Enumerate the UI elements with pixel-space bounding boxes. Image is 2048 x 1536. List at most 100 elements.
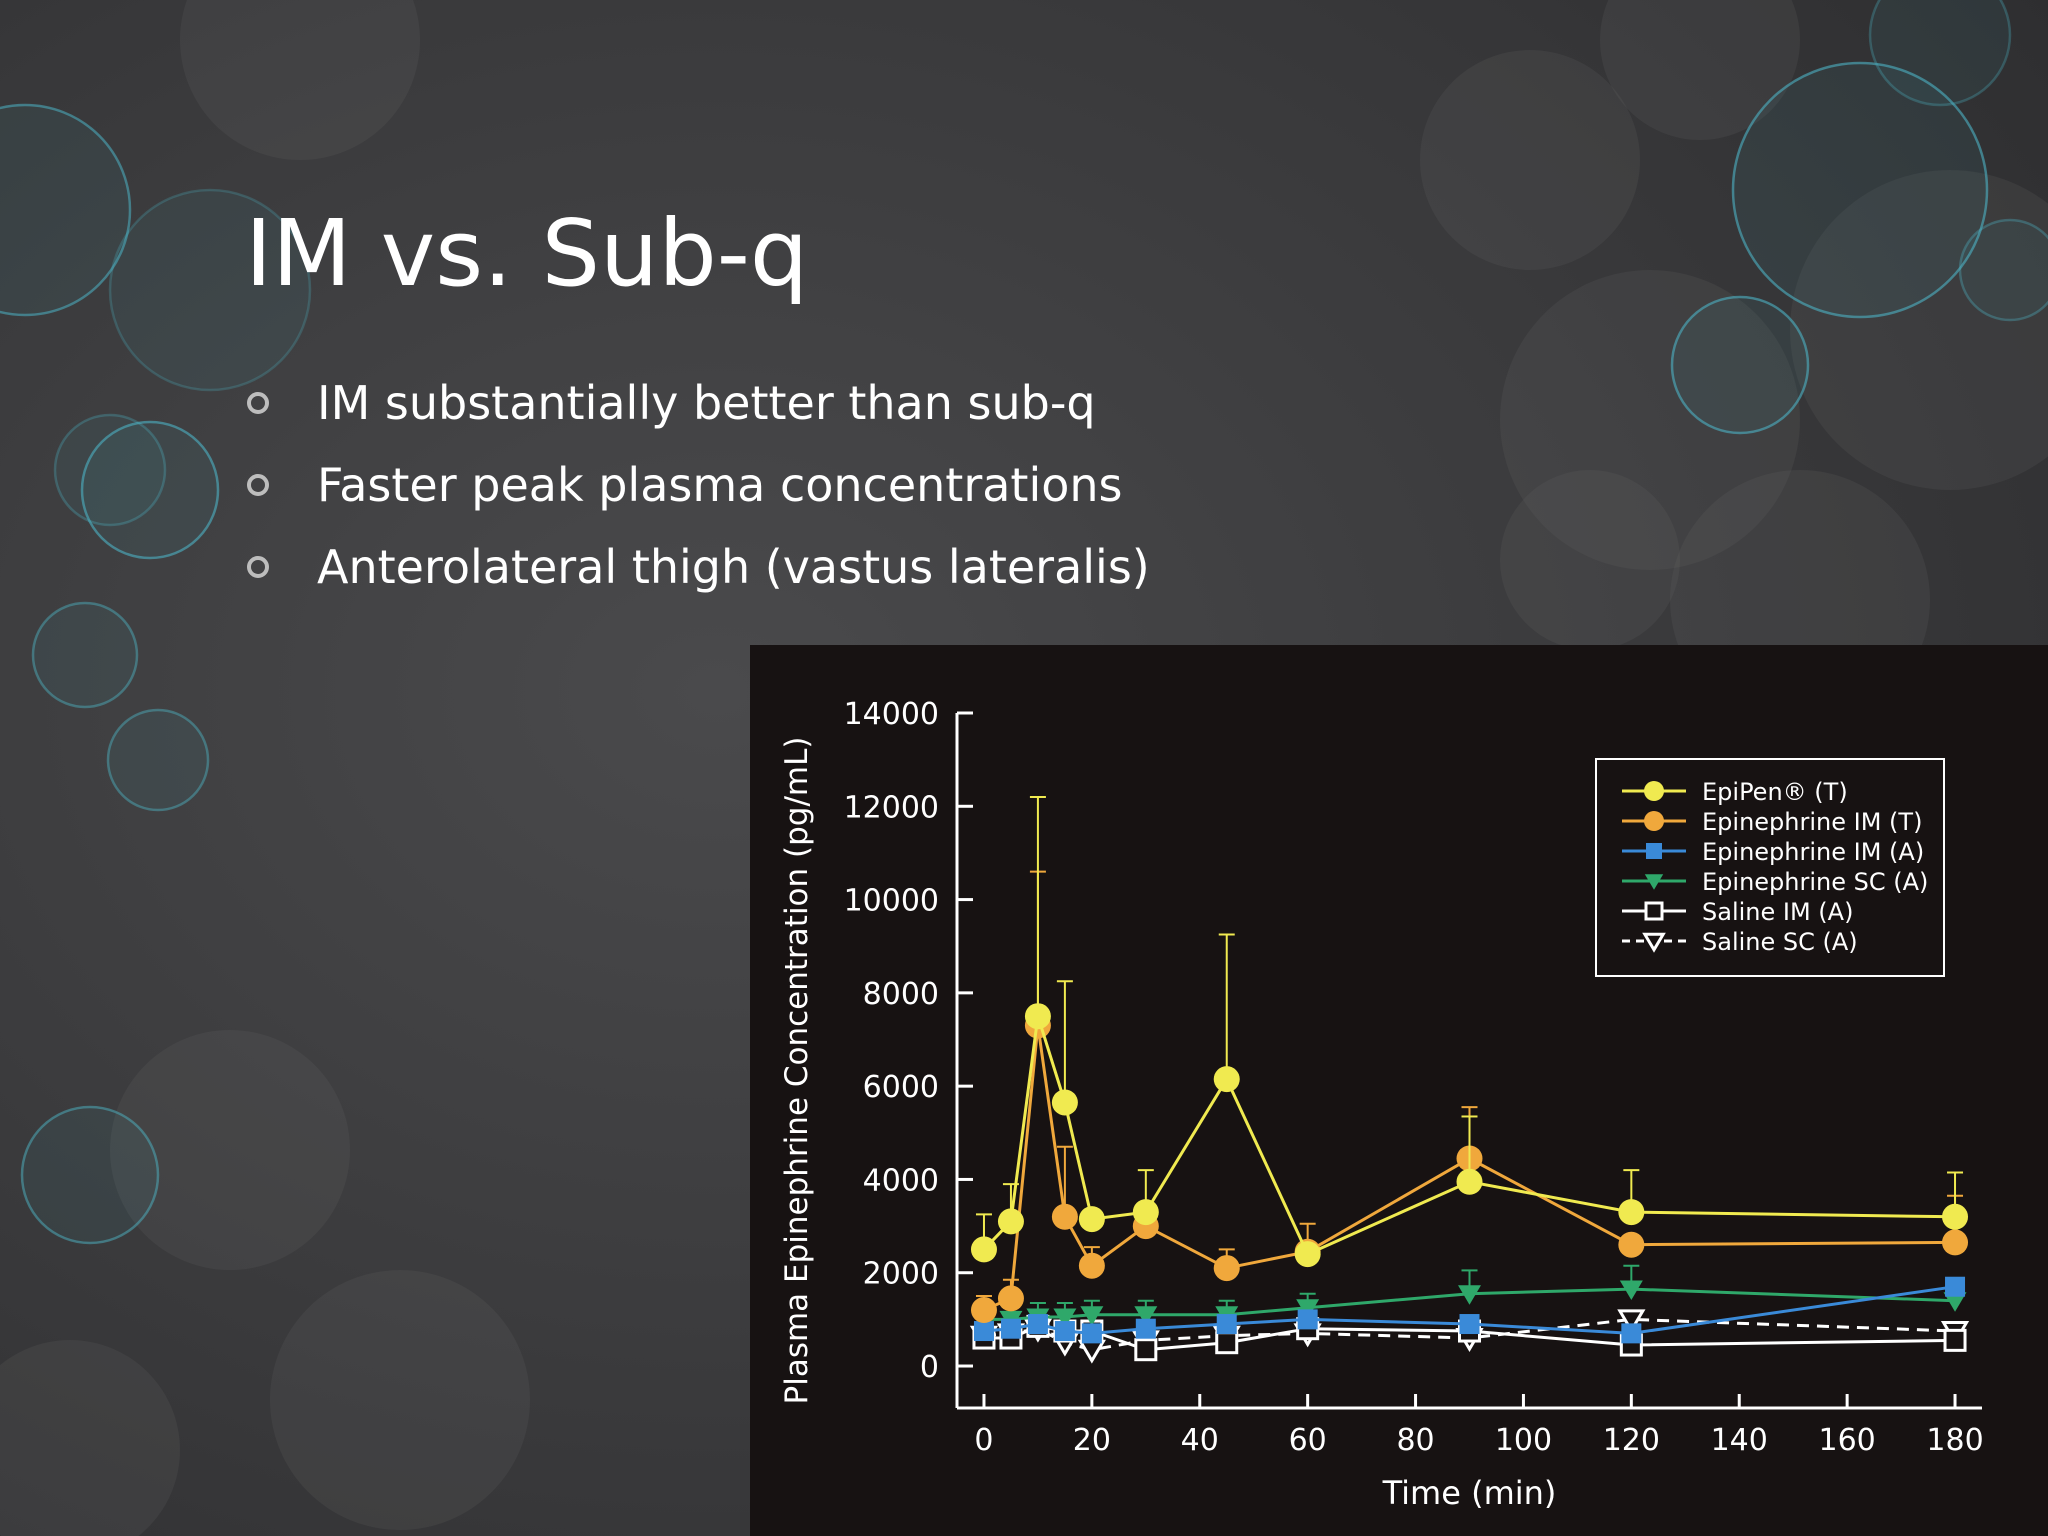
data-point <box>1619 1280 1643 1301</box>
y-tick-label: 8000 <box>863 977 939 1012</box>
bokeh-ring <box>1868 0 2012 107</box>
data-point <box>1132 1199 1159 1226</box>
soft-bokeh-circle <box>110 1030 350 1270</box>
bullet-item: Faster peak plasma concentrations <box>245 444 1150 526</box>
data-point <box>1618 1199 1645 1226</box>
data-point <box>997 1208 1024 1235</box>
chart-panel: Plasma Epinephrine Concentration (pg/mL)… <box>750 645 2048 1536</box>
data-point <box>1621 1323 1642 1344</box>
bullet-circle-icon <box>247 392 269 414</box>
data-point <box>1051 1203 1078 1230</box>
series-2 <box>973 1276 1966 1344</box>
bullet-text: Anterolateral thigh (vastus lateralis) <box>317 540 1150 594</box>
series-0 <box>970 795 1969 1268</box>
bullet-text: Faster peak plasma concentrations <box>317 458 1123 512</box>
x-tick-label: 160 <box>1818 1423 1875 1458</box>
data-point <box>970 1236 997 1263</box>
data-point <box>1216 1314 1237 1335</box>
bokeh-ring <box>53 413 167 527</box>
y-tick-label: 2000 <box>863 1257 939 1292</box>
x-tick-label: 80 <box>1396 1423 1434 1458</box>
bullet-item: Anterolateral thigh (vastus lateralis) <box>245 526 1150 608</box>
bokeh-ring <box>20 1105 160 1245</box>
bokeh-ring <box>31 601 139 709</box>
legend-box <box>1595 758 1945 977</box>
data-point <box>1024 1003 1051 1030</box>
legend-label: Saline SC (A) <box>1702 928 1858 956</box>
data-point <box>1618 1231 1645 1258</box>
bokeh-ring <box>80 420 220 560</box>
x-tick-label: 100 <box>1495 1423 1552 1458</box>
x-tick-label: 120 <box>1603 1423 1660 1458</box>
soft-bokeh-circle <box>1600 0 1800 140</box>
bullet-text: IM substantially better than sub-q <box>317 376 1096 430</box>
y-axis-label: Plasma Epinephrine Concentration (pg/mL) <box>779 737 815 1405</box>
y-tick-label: 10000 <box>844 884 939 919</box>
series-layer <box>969 795 1970 1364</box>
data-point <box>1134 1338 1158 1362</box>
soft-bokeh-circle <box>0 1340 180 1536</box>
data-point <box>1294 1241 1321 1268</box>
bokeh-ring <box>0 103 132 317</box>
data-point <box>1215 1331 1239 1355</box>
legend-label: EpiPen® (T) <box>1702 778 1848 806</box>
data-point <box>1213 1255 1240 1282</box>
data-point <box>1297 1309 1318 1330</box>
data-point <box>1459 1314 1480 1335</box>
data-point <box>1617 1309 1646 1334</box>
bullet-circle-icon <box>247 474 269 496</box>
legend-marker <box>1646 843 1662 859</box>
legend-marker <box>1644 811 1664 831</box>
chart-legend: EpiPen® (T)Epinephrine IM (T) Epinephrine… <box>1595 758 1945 977</box>
bullet-item: IM substantially better than sub-q <box>245 362 1150 444</box>
data-point <box>1053 1308 1077 1329</box>
soft-bokeh-circle <box>270 1270 530 1530</box>
data-point <box>1078 1252 1105 1279</box>
y-tick-label: 6000 <box>863 1070 939 1105</box>
data-point <box>1051 1089 1078 1116</box>
data-point <box>1943 1292 1967 1312</box>
bullet-circle-icon <box>247 556 269 578</box>
data-point <box>1135 1318 1156 1339</box>
legend-marker <box>1644 781 1664 801</box>
data-point <box>1000 1318 1021 1339</box>
soft-bokeh-circle <box>1420 50 1640 270</box>
data-point <box>1077 1339 1106 1364</box>
data-point <box>970 1297 997 1324</box>
data-point <box>1942 1203 1969 1230</box>
slide-title: IM vs. Sub-q <box>245 200 809 307</box>
bokeh-ring <box>1958 218 2048 322</box>
data-point <box>1027 1314 1048 1335</box>
legend-label: Epinephrine IM (T) <box>1702 808 1922 836</box>
data-point <box>973 1321 994 1342</box>
legend-marker <box>1644 901 1664 921</box>
data-point <box>1054 1321 1075 1342</box>
data-point <box>1078 1206 1105 1233</box>
data-point <box>1456 1168 1483 1195</box>
soft-bokeh-circle <box>1500 270 1800 570</box>
legend-marker <box>1642 932 1666 953</box>
y-tick-label: 0 <box>920 1350 939 1385</box>
legend-marker <box>1644 874 1664 890</box>
soft-bokeh-circle <box>180 0 420 160</box>
data-point <box>1943 1328 1967 1352</box>
legend-label: Epinephrine SC (A) <box>1702 868 1928 896</box>
x-axis-label: Time (min) <box>1382 1474 1557 1512</box>
data-point <box>1945 1276 1966 1297</box>
data-point <box>1296 1299 1320 1319</box>
bullet-list: IM substantially better than sub-q Faste… <box>245 362 1150 608</box>
x-tick-label: 180 <box>1926 1423 1983 1458</box>
bokeh-ring <box>106 708 210 812</box>
data-point <box>1942 1229 1969 1256</box>
x-tick-label: 140 <box>1711 1423 1768 1458</box>
y-tick-label: 12000 <box>844 790 939 825</box>
data-point <box>1081 1323 1102 1344</box>
y-tick-label: 14000 <box>844 697 939 732</box>
x-tick-label: 60 <box>1289 1423 1327 1458</box>
x-tick-label: 20 <box>1073 1423 1111 1458</box>
legend-label: Saline IM (A) <box>1702 898 1853 926</box>
soft-bokeh-circle <box>1500 470 1680 650</box>
bokeh-ring <box>1670 295 1810 435</box>
bokeh-ring <box>108 188 312 392</box>
data-point <box>1134 1306 1158 1326</box>
